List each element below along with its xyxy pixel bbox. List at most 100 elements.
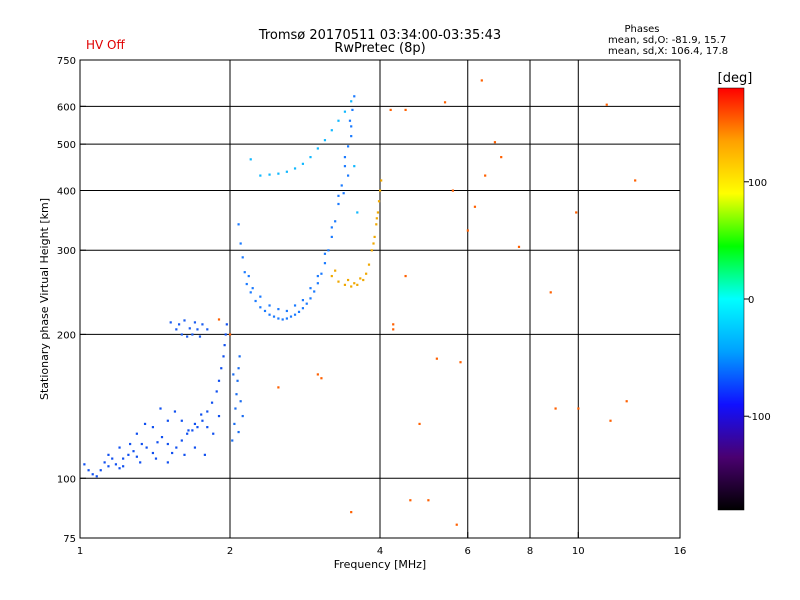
echo-point — [206, 328, 209, 331]
echo-point — [323, 139, 327, 142]
echo-point — [201, 323, 204, 326]
echo-point — [171, 451, 174, 455]
echo-point — [180, 419, 183, 422]
y-axis-label: Stationary phase Virtual Height [km] — [38, 198, 51, 400]
echo-point — [166, 461, 169, 464]
echo-point — [427, 499, 430, 502]
echo-point — [237, 367, 240, 370]
echo-point — [129, 442, 132, 446]
echo-point — [198, 335, 202, 338]
echo-point — [140, 442, 143, 446]
echo-point — [377, 200, 381, 203]
echo-point — [320, 377, 323, 380]
echo-point — [323, 252, 327, 255]
echo-point — [473, 205, 477, 208]
echo-point — [418, 422, 421, 426]
echo-point — [293, 167, 297, 170]
echo-point — [466, 229, 469, 232]
colorbar-tick-label: 100 — [748, 178, 767, 189]
echo-point — [277, 317, 280, 320]
echo-point — [231, 439, 234, 442]
echo-point — [350, 135, 353, 138]
echo-point — [118, 446, 121, 449]
y-tick-label: 200 — [57, 330, 76, 341]
echo-point — [370, 249, 373, 252]
y-tick-label: 300 — [57, 246, 76, 257]
y-tick-label: 400 — [57, 186, 76, 197]
echo-point — [356, 211, 359, 214]
echo-point — [625, 400, 628, 403]
echo-point — [210, 401, 214, 404]
echo-point — [191, 333, 194, 336]
echo-point — [223, 344, 226, 347]
y-tick-label: 600 — [57, 102, 76, 113]
echo-point — [367, 263, 371, 266]
colorbar-ticks: 100 0 -100 — [744, 178, 771, 423]
echo-point — [343, 165, 347, 168]
echo-point — [316, 274, 319, 278]
echo-point — [232, 373, 235, 376]
echo-point — [305, 302, 308, 305]
echo-point — [251, 287, 254, 290]
echo-point — [289, 315, 293, 318]
echo-point — [605, 103, 608, 106]
echo-point — [309, 297, 312, 300]
echo-point — [480, 79, 483, 82]
echo-point — [330, 226, 333, 229]
echo-point — [191, 429, 194, 432]
echo-point — [234, 407, 237, 410]
echo-point — [337, 194, 340, 197]
echo-point — [268, 304, 271, 307]
echo-point — [237, 430, 240, 434]
echo-point — [239, 400, 242, 403]
echo-point — [91, 473, 94, 476]
echo-point — [99, 469, 102, 472]
y-tick-label: 75 — [63, 534, 76, 545]
echo-point — [277, 386, 280, 389]
echo-point — [268, 313, 271, 316]
colorbar — [717, 87, 745, 511]
echo-point — [238, 355, 241, 358]
echo-point — [373, 235, 376, 239]
echo-point — [241, 256, 244, 259]
echo-point — [156, 441, 159, 444]
echo-point — [160, 435, 164, 439]
phases-heading: Phases — [624, 24, 659, 35]
echo-point — [330, 129, 333, 132]
x-tick-label: 1 — [77, 546, 83, 557]
echo-point — [334, 220, 337, 223]
echo-points — [83, 79, 637, 526]
x-tick-label: 4 — [377, 546, 383, 557]
echo-point — [229, 333, 232, 336]
echo-point — [154, 457, 158, 460]
echo-point — [577, 407, 580, 410]
echo-point — [459, 361, 462, 364]
echo-point — [285, 309, 288, 313]
echo-point — [175, 446, 178, 449]
echo-point — [285, 170, 288, 173]
echo-point — [375, 217, 378, 220]
echo-point — [316, 282, 319, 285]
echo-point — [249, 158, 252, 161]
echo-point — [259, 295, 262, 298]
x-tick-label: 10 — [572, 546, 585, 557]
x-tick-label: 6 — [465, 546, 471, 557]
colorbar-label: [deg] — [718, 71, 753, 86]
echo-point — [316, 147, 319, 150]
echo-point — [135, 432, 138, 435]
echo-point — [107, 453, 110, 456]
echo-point — [186, 432, 189, 435]
echo-point — [365, 272, 368, 275]
chart-title: Tromsø 20170511 03:34:00-03:35:43 — [258, 28, 501, 43]
echo-point — [107, 465, 110, 468]
echo-point — [375, 223, 378, 226]
echo-point — [95, 475, 98, 478]
echo-point — [609, 419, 612, 422]
echo-point — [239, 242, 242, 245]
echo-point — [316, 373, 319, 376]
echo-point — [340, 184, 343, 187]
echo-point — [132, 450, 135, 453]
echo-point — [301, 299, 305, 302]
echo-point — [409, 499, 412, 502]
echo-point — [353, 165, 356, 168]
